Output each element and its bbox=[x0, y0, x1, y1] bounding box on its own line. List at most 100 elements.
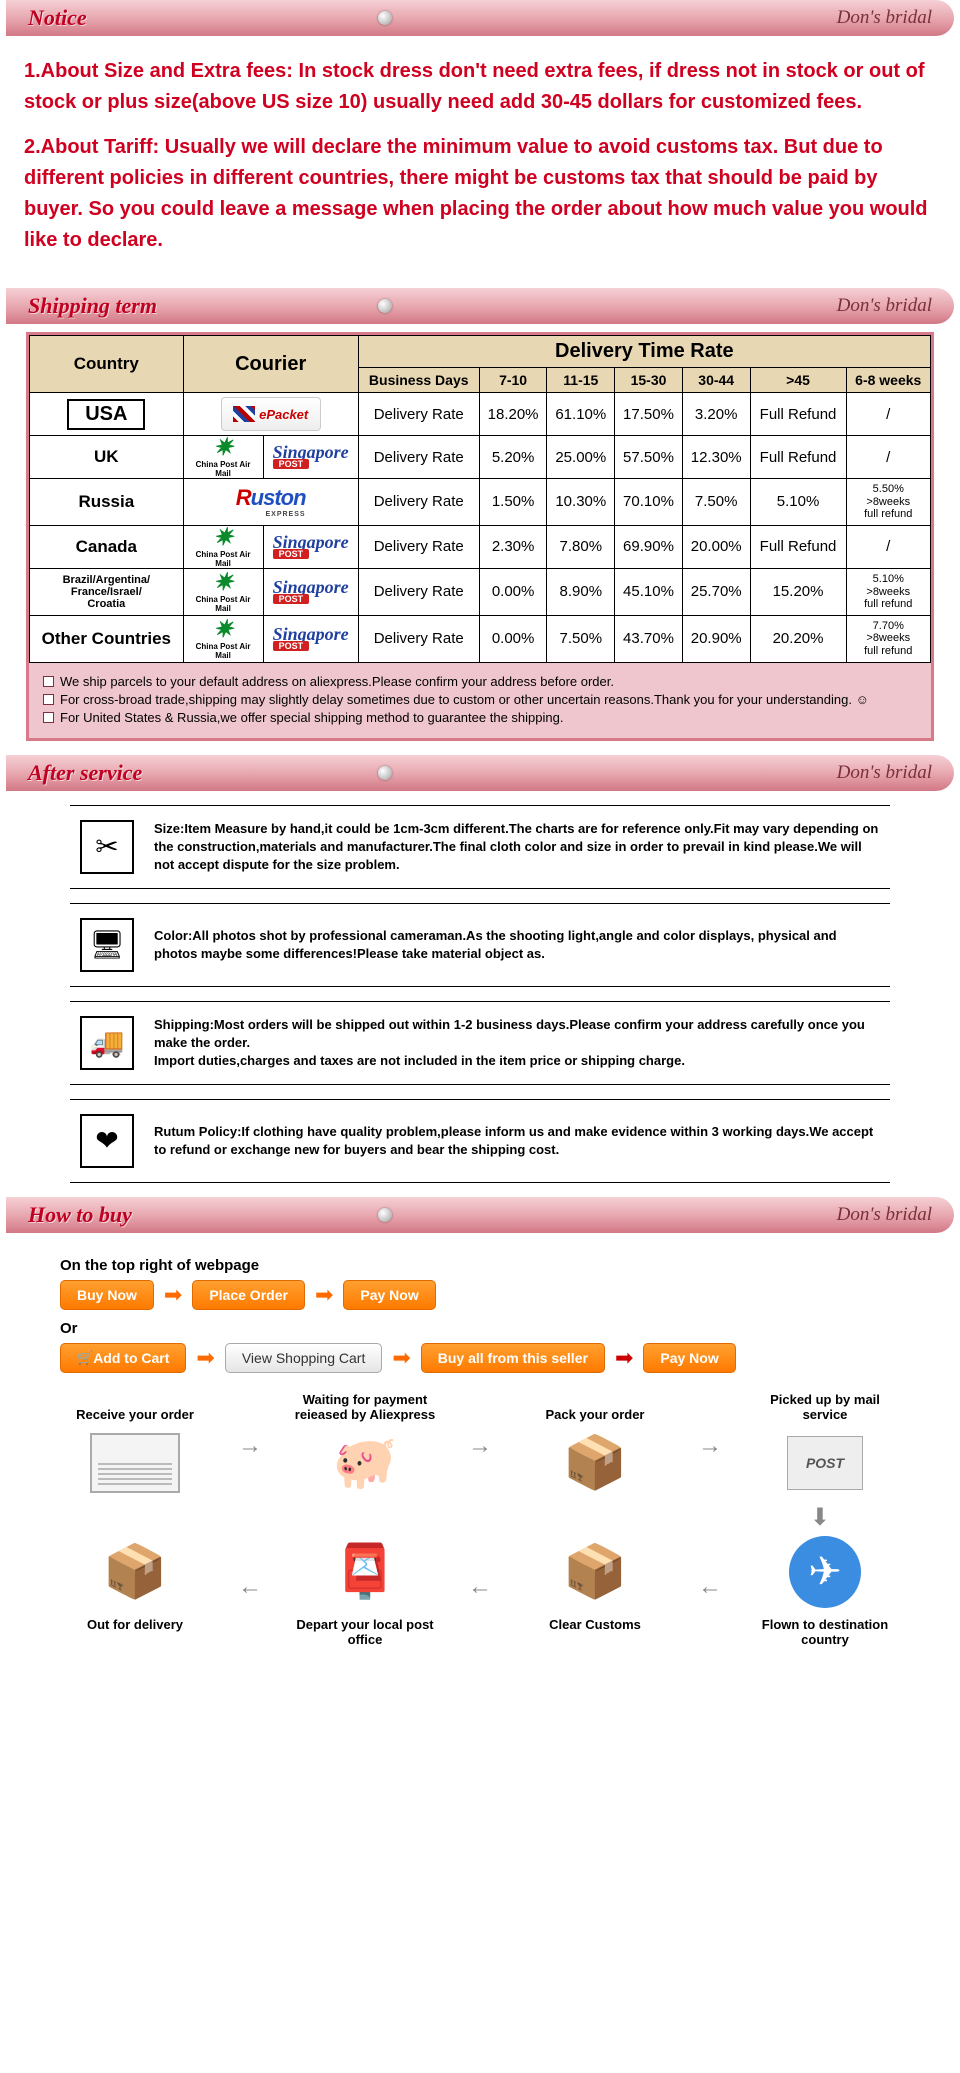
service-icon: ❤ bbox=[80, 1114, 134, 1168]
th-col: 30-44 bbox=[682, 368, 750, 393]
singapore-post-logo-icon: SingaporePOST bbox=[273, 530, 349, 564]
rate-cell: / bbox=[846, 525, 930, 568]
after-service-list: ✂ Size:Item Measure by hand,it could be 1… bbox=[70, 805, 890, 1183]
pay-now-button-2[interactable]: Pay Now bbox=[643, 1343, 735, 1373]
piggy-icon: 🐖 bbox=[333, 1432, 398, 1493]
step-caption: Depart your local post office bbox=[290, 1618, 440, 1650]
th-col: 6-8 weeks bbox=[846, 368, 930, 393]
process-step: ✈ Flown to destination country bbox=[750, 1532, 900, 1650]
view-cart-button[interactable]: View Shopping Cart bbox=[225, 1343, 382, 1373]
arrow-icon: ← bbox=[695, 1532, 725, 1642]
header-dot-icon bbox=[378, 1208, 392, 1222]
after-header: After service Don's bridal bbox=[6, 755, 954, 791]
country-cell: Other Countries bbox=[30, 615, 184, 662]
arrow-icon: ➡ bbox=[315, 1282, 333, 1308]
service-row: ❤Rutum Policy:If clothing have quality p… bbox=[70, 1099, 890, 1183]
plane-icon: ✈ bbox=[789, 1536, 861, 1608]
th-col: 7-10 bbox=[479, 368, 547, 393]
rate-cell: 2.30% bbox=[479, 525, 547, 568]
rate-label: Delivery Rate bbox=[358, 393, 479, 436]
rate-cell: 1.50% bbox=[479, 479, 547, 526]
rate-cell: 10.30% bbox=[547, 479, 615, 526]
service-text: Color:All photos shot by professional ca… bbox=[154, 927, 880, 962]
shipping-notes: We ship parcels to your default address … bbox=[29, 663, 931, 738]
rate-cell: 18.20% bbox=[479, 393, 547, 436]
arrow-icon: ← bbox=[465, 1532, 495, 1642]
arrow-icon: → bbox=[695, 1391, 725, 1501]
buy-now-button[interactable]: Buy Now bbox=[60, 1280, 154, 1310]
buy-all-button[interactable]: Buy all from this seller bbox=[421, 1343, 605, 1373]
header-dot-icon bbox=[378, 299, 392, 313]
china-post-logo-icon: ✷China Post Air Mail bbox=[192, 575, 254, 609]
rate-cell: 70.10% bbox=[615, 479, 683, 526]
process-diagram: Receive your order→Waiting for payment r… bbox=[60, 1391, 900, 1650]
step-caption: Clear Customs bbox=[520, 1618, 670, 1650]
checkbox-icon bbox=[43, 694, 54, 705]
rate-cell: 25.00% bbox=[547, 436, 615, 479]
process-step: 📦Clear Customs bbox=[520, 1532, 670, 1650]
rate-cell: 5.50%>8weeksfull refund bbox=[846, 479, 930, 526]
table-row: UK✷China Post Air MailSingaporePOSTDeliv… bbox=[30, 436, 931, 479]
china-post-logo-icon: ✷China Post Air Mail bbox=[192, 530, 254, 564]
rate-cell: 5.20% bbox=[479, 436, 547, 479]
brand-label: Don's bridal bbox=[837, 1204, 932, 1226]
rate-cell: Full Refund bbox=[750, 393, 846, 436]
how-to-buy: On the top right of webpage Buy Now ➡ Pl… bbox=[0, 1239, 960, 1670]
rate-label: Delivery Rate bbox=[358, 615, 479, 662]
mailbox-icon: 📮 bbox=[333, 1541, 398, 1602]
rate-cell: 61.10% bbox=[547, 393, 615, 436]
brand-label: Don's bridal bbox=[837, 295, 932, 317]
how-title: How to buy bbox=[28, 1202, 132, 1228]
step-caption: Picked up by mail service bbox=[750, 1391, 900, 1423]
shipping-table-wrap: Country Courier Delivery Time Rate Busin… bbox=[26, 332, 934, 741]
notice-header: Notice Don's bridal bbox=[6, 0, 954, 36]
place-order-button[interactable]: Place Order bbox=[192, 1280, 305, 1310]
rate-cell: 7.80% bbox=[547, 525, 615, 568]
arrow-icon: → bbox=[235, 1391, 265, 1501]
process-step: Waiting for payment reieased by Aliexpre… bbox=[290, 1391, 440, 1503]
service-text: Size:Item Measure by hand,it could be 1c… bbox=[154, 820, 880, 873]
service-icon: ✂ bbox=[80, 820, 134, 874]
shipping-title: Shipping term bbox=[28, 293, 157, 319]
checkbox-icon bbox=[43, 712, 54, 723]
add-to-cart-button[interactable]: Add to Cart bbox=[60, 1343, 186, 1373]
pay-now-button[interactable]: Pay Now bbox=[343, 1280, 435, 1310]
how-header: How to buy Don's bridal bbox=[6, 1197, 954, 1233]
rate-cell: 25.70% bbox=[682, 568, 750, 615]
notice-body: 1.About Size and Extra fees: In stock dr… bbox=[0, 42, 960, 288]
arrow-icon: → bbox=[465, 1391, 495, 1501]
ruston-logo-icon: RustonEXPRESS bbox=[236, 485, 306, 519]
table-row: Other Countries✷China Post Air MailSinga… bbox=[30, 615, 931, 662]
service-row: 🚚Shipping:Most orders will be shipped ou… bbox=[70, 1001, 890, 1085]
step-caption: Flown to destination country bbox=[750, 1618, 900, 1650]
rate-label: Delivery Rate bbox=[358, 436, 479, 479]
china-post-logo-icon: ✷China Post Air Mail bbox=[192, 622, 254, 656]
buy-flow-1: Buy Now ➡ Place Order ➡ Pay Now bbox=[60, 1280, 900, 1310]
step-caption: Waiting for payment reieased by Aliexpre… bbox=[290, 1391, 440, 1423]
rate-cell: 7.70%>8weeksfull refund bbox=[846, 615, 930, 662]
down-arrow-icon: ⬇ bbox=[810, 1503, 830, 1532]
table-row: Brazil/Argentina/France/Israel/Croatia✷C… bbox=[30, 568, 931, 615]
arrow-icon: ← bbox=[235, 1532, 265, 1642]
th-courier: Courier bbox=[183, 336, 358, 393]
rate-cell: / bbox=[846, 393, 930, 436]
rate-cell: 20.90% bbox=[682, 615, 750, 662]
brand-label: Don's bridal bbox=[837, 7, 932, 29]
how-top-label: On the top right of webpage bbox=[60, 1257, 900, 1274]
rate-cell: 57.50% bbox=[615, 436, 683, 479]
china-post-logo-icon: ✷China Post Air Mail bbox=[192, 440, 254, 474]
arrow-icon: ➡ bbox=[164, 1282, 182, 1308]
rate-cell: 17.50% bbox=[615, 393, 683, 436]
service-icon: 🚚 bbox=[80, 1016, 134, 1070]
country-cell: Canada bbox=[30, 525, 184, 568]
rate-cell: Full Refund bbox=[750, 525, 846, 568]
buy-flow-2: Add to Cart ➡ View Shopping Cart ➡ Buy a… bbox=[60, 1343, 900, 1373]
process-step: Pack your order📦 bbox=[520, 1391, 670, 1503]
brand-label: Don's bridal bbox=[837, 762, 932, 784]
rate-cell: 20.20% bbox=[750, 615, 846, 662]
post-icon: POST bbox=[787, 1436, 863, 1490]
table-row: USAePacketDelivery Rate18.20%61.10%17.50… bbox=[30, 393, 931, 436]
shipping-note: We ship parcels to your default address … bbox=[43, 674, 917, 689]
rate-label: Delivery Rate bbox=[358, 568, 479, 615]
rate-cell: 3.20% bbox=[682, 393, 750, 436]
